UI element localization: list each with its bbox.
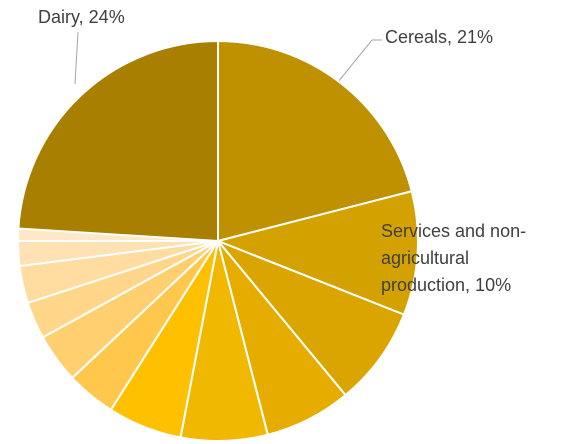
data-label: Services and non-agricultural production… xyxy=(381,221,527,295)
pie-slice xyxy=(17,39,219,243)
pie-slice xyxy=(217,39,413,243)
pie-slice xyxy=(214,190,419,316)
leader-line xyxy=(74,31,79,85)
pie-slice xyxy=(217,240,406,397)
data-label: Dairy, 24% xyxy=(38,7,125,27)
data-label: Cereals, 21% xyxy=(385,27,494,47)
leader-line xyxy=(337,39,382,83)
